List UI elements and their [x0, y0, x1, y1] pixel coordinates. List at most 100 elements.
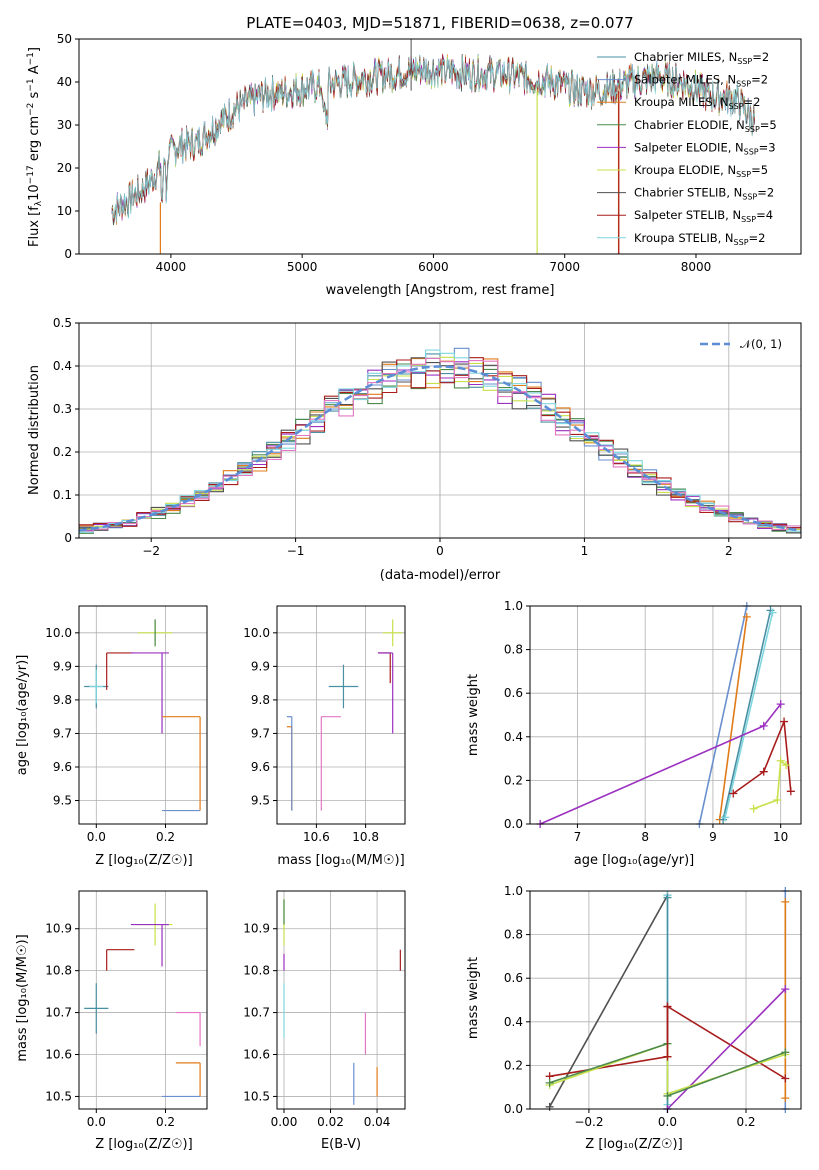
- legend-label: Salpeter STELIB, NSSP=4: [634, 208, 773, 224]
- mass_vs_Z-ytick-label: 10.6: [45, 1048, 72, 1062]
- weight_vs_age-ytick-label: 0.8: [504, 643, 523, 657]
- residuals-ytick-label: 0.5: [53, 316, 72, 330]
- weight-line: [698, 605, 748, 825]
- weight_vs_Z-ytick-label: 0.0: [504, 1102, 523, 1116]
- residuals-xtick-label: −1: [287, 544, 305, 558]
- age_vs_Z-xtick-label: 0.0: [87, 830, 106, 844]
- mass_vs_Z-ytick-label: 10.7: [45, 1006, 72, 1020]
- weight-line: [724, 612, 774, 818]
- spectrum-legend: Chabrier MILES, NSSP=2 Salpeter MILES, NS…: [597, 50, 777, 247]
- weight_vs_age-ytick-label: 0.6: [504, 686, 523, 700]
- mass_vs_Z-ytick-label: 10.8: [45, 964, 72, 978]
- weight-point: [663, 1002, 672, 1011]
- age_vs_Z-ytick-label: 9.7: [53, 726, 72, 740]
- residuals-xtick-label: −2: [142, 544, 160, 558]
- age-ylabel: age [log₁₀(age/yr)]: [15, 655, 30, 776]
- weight-point: [776, 756, 785, 765]
- residuals-xtick-label: 2: [725, 544, 733, 558]
- mass_vs_EBV-xtick-label: 0.04: [364, 1115, 391, 1129]
- legend-label: Salpeter ELODIE, NSSP=3: [634, 140, 776, 156]
- weight-line: [549, 1042, 668, 1084]
- residuals-ytick-label: 0.4: [53, 359, 72, 373]
- weight_vs_age-ytick-label: 0.0: [504, 817, 523, 831]
- legend-normal-label: 𝒩(0, 1): [740, 337, 782, 351]
- spectrum-ytick-label: 50: [57, 32, 72, 46]
- mass_vs_Z-ytick-label: 10.9: [45, 922, 72, 936]
- massZ-xlabel: Z [log₁₀(Z/Z☉)]: [95, 1137, 192, 1152]
- legend-label: Chabrier STELIB, NSSP=2: [634, 186, 774, 202]
- weight-point: [782, 761, 791, 770]
- weight_vs_Z-xtick-label: −0.2: [574, 1115, 603, 1129]
- weight_vs_Z-panel: −0.2 0.0 0.2 0.0 0.2 0.4 0.6 0.8 1.0: [504, 884, 802, 1129]
- mass_vs_Z-xtick-label: 0.2: [156, 1115, 175, 1129]
- weight-point: [721, 813, 730, 822]
- residuals-ytick-label: 0.3: [53, 402, 72, 416]
- mass_vs_EBV-axes: [276, 890, 406, 1110]
- age_vs_Z-ytick-label: 9.6: [53, 760, 72, 774]
- weight-age-ylabel: mass weight: [466, 674, 481, 756]
- weight-point: [759, 767, 768, 776]
- mass_vs_EBV-ytick-label: 10.8: [243, 964, 270, 978]
- weight_vs_Z-xtick-label: 0.2: [736, 1115, 755, 1129]
- weight_vs_age-panel: 7 8 9 10 0.0 0.2 0.4 0.6 0.8 1.0: [504, 599, 802, 844]
- weight-line: [753, 759, 787, 810]
- weight-line: [548, 895, 669, 1108]
- weight-point: [773, 796, 782, 805]
- residuals-ytick-label: 0: [64, 531, 72, 545]
- mass_vs_Z-ytick-label: 10.5: [45, 1089, 72, 1103]
- spectrum-ytick-label: 20: [57, 161, 72, 175]
- weight-point: [776, 700, 785, 709]
- residuals-panel: −2 −1 0 1 2 0 0.1 0.2 0.3 0.4 0.5 (data-model)/err…: [27, 316, 802, 583]
- massebv-xlabel: E(B-V): [321, 1137, 361, 1152]
- legend-label: Salpeter MILES, NSSP=2: [634, 73, 768, 89]
- mass_vs_Z-xtick-label: 0.0: [87, 1115, 106, 1129]
- agemass-xlabel: mass [log₁₀(M/M☉)]: [277, 853, 404, 868]
- residuals-ylabel: Normed distribution: [27, 365, 42, 495]
- legend-label: Kroupa STELIB, NSSP=2: [634, 231, 765, 247]
- weight_vs_age-ytick-label: 0.4: [504, 730, 523, 744]
- ageZ-xlabel: Z [log₁₀(Z/Z☉)]: [95, 853, 192, 868]
- mass-ylabel: mass [log₁₀(M/M☉)]: [15, 934, 30, 1061]
- weight-point: [742, 612, 751, 621]
- age_vs_mass-panel: 10.6 10.8 9.5 9.6 9.7 9.8 9.9 10.0: [243, 605, 406, 844]
- residuals-xlabel: (data-model)/error: [380, 568, 501, 583]
- residuals-histogram-step: [79, 357, 801, 529]
- weight_vs_Z-ytick-label: 0.2: [504, 1058, 523, 1072]
- weight-line: [732, 721, 792, 795]
- age_vs_Z-axes: [78, 605, 208, 825]
- age_vs_Z-panel: 0.0 0.2 9.5 9.6 9.7 9.8 9.9 10.0: [45, 605, 208, 844]
- spectrum-panel: PLATE=0403, MJD=51871, FIBERID=0638, z=0…: [26, 14, 802, 298]
- weight-point: [781, 985, 790, 994]
- mass_vs_EBV-xtick-label: 0.00: [271, 1115, 298, 1129]
- spectrum-ytick-label: 30: [57, 118, 72, 132]
- weight_vs_Z-xtick-label: 0.0: [658, 1115, 677, 1129]
- age_vs_mass-axes: [276, 605, 406, 825]
- spectrum-ylabel: Flux [fλ10−17 erg cm−2 s−1 A−1]: [26, 47, 44, 247]
- weight-point: [768, 608, 777, 617]
- spectrum-xlabel: wavelength [Angstrom, rest frame]: [326, 283, 555, 298]
- weight-point: [781, 1074, 790, 1083]
- spectrum-ytick-label: 10: [57, 204, 72, 218]
- weightage-xlabel: age [log₁₀(age/yr)]: [574, 853, 695, 868]
- mass_vs_EBV-panel: 0.00 0.02 0.04 10.5 10.6 10.7 10.8 10.9: [243, 890, 406, 1129]
- spectrum-ytick-label: 40: [57, 75, 72, 89]
- weight-line: [666, 988, 786, 1110]
- residuals-histogram-step: [79, 349, 801, 533]
- spectrum-xtick-label: 7000: [549, 260, 580, 274]
- age_vs_Z-ytick-label: 9.5: [53, 794, 72, 808]
- residuals-ytick-label: 0.2: [53, 445, 72, 459]
- residuals-ytick-label: 0.1: [53, 488, 72, 502]
- age_vs_mass-ytick-label: 9.8: [251, 693, 270, 707]
- spectrum-xtick-label: 6000: [418, 260, 449, 274]
- weight-line: [718, 616, 748, 820]
- mass_vs_EBV-ytick-label: 10.7: [243, 1006, 270, 1020]
- weight_vs_Z-axes: [529, 890, 802, 1110]
- weight_vs_Z-ytick-label: 1.0: [504, 884, 523, 898]
- weight-point: [786, 787, 795, 796]
- mass_vs_EBV-ytick-label: 10.9: [243, 922, 270, 936]
- weight-point: [781, 1048, 790, 1057]
- residuals-xtick-label: 0: [436, 544, 444, 558]
- weight-point: [663, 1091, 672, 1100]
- weight_vs_age-xtick-label: 10: [773, 830, 788, 844]
- spectrum-xtick-label: 4000: [156, 260, 187, 274]
